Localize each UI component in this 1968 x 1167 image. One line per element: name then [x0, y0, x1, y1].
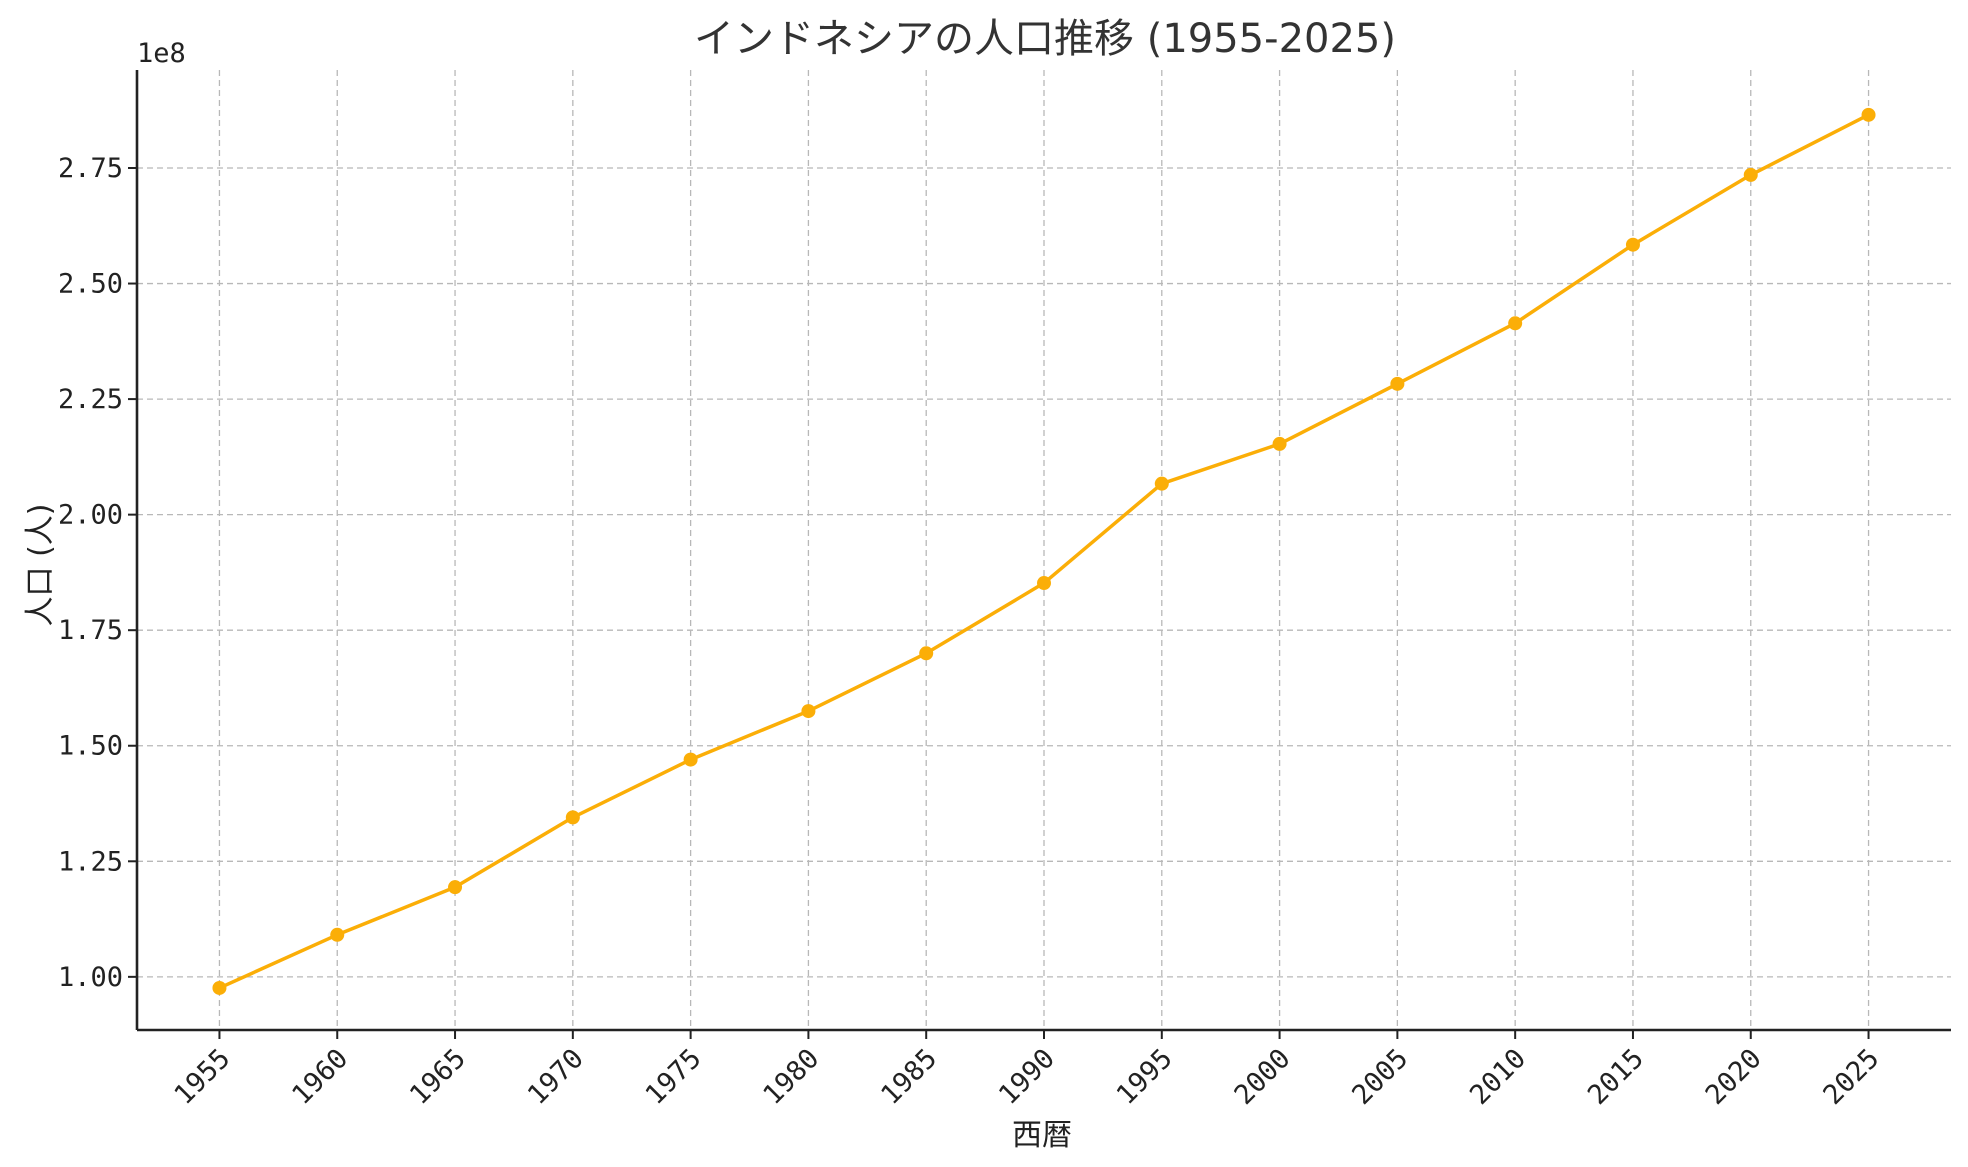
x-tick-label: 2000 [1229, 1043, 1297, 1111]
data-point [565, 810, 580, 825]
y-tick-label: 2.00 [58, 500, 123, 531]
x-tick-label: 1955 [168, 1043, 236, 1111]
data-point [1861, 107, 1876, 122]
data-point [1625, 237, 1640, 252]
data-point [1272, 436, 1287, 451]
x-tick-label: 2005 [1346, 1043, 1414, 1111]
x-tick-label: 2015 [1582, 1043, 1650, 1111]
x-tick-label: 1990 [993, 1043, 1061, 1111]
series-layer [212, 107, 1876, 995]
x-tick-label: 1980 [757, 1043, 825, 1111]
data-point [1037, 576, 1051, 591]
data-point [1508, 316, 1523, 331]
x-tick-label: 1965 [404, 1043, 472, 1111]
data-point [1743, 167, 1758, 182]
y-tick-label: 1.25 [58, 846, 123, 877]
data-point [1154, 476, 1169, 491]
x-tick-label: 2025 [1818, 1043, 1886, 1111]
data-point [919, 646, 934, 661]
data-point [801, 704, 816, 719]
y-tick-label: 1.75 [58, 615, 123, 646]
data-point [1390, 376, 1405, 391]
data-point [448, 880, 463, 895]
x-tick-label: 2010 [1464, 1043, 1532, 1111]
grid-layer [137, 70, 1951, 1030]
y-axis-title: 人口 (人) [23, 504, 58, 627]
x-tick-label: 1975 [640, 1043, 708, 1111]
y-tick-label: 2.75 [58, 153, 123, 184]
x-tick-label: 1970 [522, 1043, 590, 1111]
y-axis-offset-label: 1e8 [137, 38, 186, 69]
chart-title: インドネシアの人口推移 (1955-2025) [694, 16, 1396, 62]
x-tick-label: 2020 [1700, 1043, 1768, 1111]
data-point [212, 980, 227, 995]
data-point [683, 752, 698, 767]
y-tick-label: 1.00 [58, 962, 123, 993]
data-point [330, 927, 345, 942]
y-tick-label: 2.50 [58, 269, 123, 300]
y-tick-label: 2.25 [58, 384, 123, 415]
y-tick-label: 1.50 [58, 731, 123, 762]
x-axis-title: 西暦 [1012, 1118, 1072, 1153]
x-tick-label: 1960 [286, 1043, 354, 1111]
x-tick-label: 1995 [1111, 1043, 1179, 1111]
ticks-layer: 1955 1960 1965 1970 1975 1980 1985 1990 1995 2000… [58, 153, 1886, 1111]
x-tick-label: 1985 [875, 1043, 943, 1111]
